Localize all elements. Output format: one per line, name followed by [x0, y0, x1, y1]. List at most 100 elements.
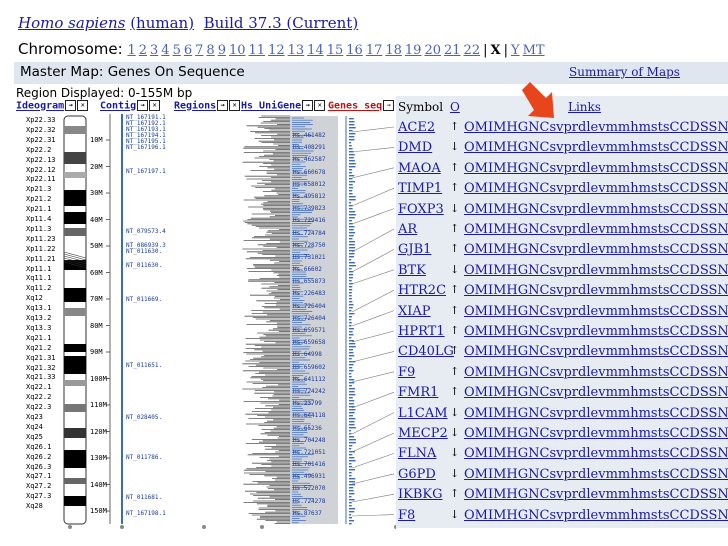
- gene-link-hm[interactable]: hm: [630, 324, 651, 339]
- track-handle[interactable]: [202, 525, 206, 529]
- contig-label[interactable]: NT_011681.: [126, 494, 163, 501]
- track-genes-seq-header[interactable]: Genes_seq →: [328, 100, 395, 112]
- contig-label[interactable]: NT_028405.: [126, 414, 163, 421]
- unigene-label[interactable]: Hs.731021: [293, 253, 326, 261]
- gene-link-pr[interactable]: pr: [563, 120, 579, 135]
- gene-link-sv[interactable]: sv: [549, 364, 564, 380]
- gene-link-hgnc[interactable]: HGNC: [506, 120, 550, 135]
- gene-link-sts[interactable]: sts: [650, 344, 670, 360]
- gene-link-dl[interactable]: dl: [578, 242, 591, 258]
- gene-symbol-link[interactable]: IKBKG: [398, 487, 443, 503]
- chromosome-link-MT[interactable]: MT: [522, 43, 545, 58]
- gene-link-sv[interactable]: sv: [549, 242, 564, 258]
- unigene-label[interactable]: Hs.461482: [293, 132, 326, 139]
- track-unigene-header[interactable]: Hs UniGene → ✕: [241, 100, 326, 112]
- unigene-label[interactable]: Hs.729416: [293, 217, 326, 225]
- gene-link-snp[interactable]: SNP: [708, 120, 728, 135]
- unigene-label[interactable]: Hs.726404: [293, 314, 326, 322]
- gene-link-dl[interactable]: dl: [578, 262, 591, 278]
- gene-link-snp[interactable]: SNP: [708, 324, 728, 339]
- chromosome-link-7[interactable]: 7: [195, 43, 204, 58]
- gene-link-hgnc[interactable]: HGNC: [506, 283, 550, 299]
- chromosome-link-18[interactable]: 18: [385, 43, 402, 58]
- gene-link-sts[interactable]: sts: [650, 364, 670, 380]
- chromosome-link-17[interactable]: 17: [365, 43, 383, 58]
- gene-link-sts[interactable]: sts: [650, 201, 670, 217]
- gene-link-omim[interactable]: OMIM: [464, 160, 507, 176]
- gene-link-ccds[interactable]: CCDS: [669, 242, 709, 258]
- unigene-label[interactable]: Hs.522070: [293, 485, 326, 493]
- chromosome-link-14[interactable]: 14: [307, 43, 324, 58]
- gene-link-hm[interactable]: hm: [630, 181, 651, 197]
- unigene-label[interactable]: Hs.728750: [293, 241, 326, 249]
- gene-link-sts[interactable]: sts: [650, 120, 670, 135]
- track-ideogram-header[interactable]: Ideogram → ✕: [16, 100, 89, 112]
- gene-link-snp[interactable]: SNP: [708, 242, 728, 258]
- gene-link-pr[interactable]: pr: [563, 507, 579, 523]
- gene-link-sv[interactable]: sv: [549, 487, 564, 503]
- gene-symbol-link[interactable]: CD40LG: [398, 344, 454, 360]
- gene-link-mm[interactable]: mm: [605, 181, 631, 197]
- gene-link-sv[interactable]: sv: [549, 426, 564, 441]
- track-regions-label[interactable]: Regions: [174, 100, 217, 112]
- gene-link-snp[interactable]: SNP: [708, 201, 728, 217]
- gene-link-ev[interactable]: ev: [590, 140, 606, 156]
- contig-label[interactable]: NT_011669.: [126, 296, 163, 303]
- unigene-label[interactable]: Hs.64998: [293, 351, 322, 359]
- gene-link-omim[interactable]: OMIM: [464, 262, 507, 278]
- gene-link-ev[interactable]: ev: [590, 364, 606, 380]
- gene-link-hgnc[interactable]: HGNC: [506, 344, 550, 360]
- gene-link-dl[interactable]: dl: [578, 140, 591, 156]
- remove-track-icon[interactable]: ✕: [314, 100, 326, 111]
- gene-link-hm[interactable]: hm: [630, 242, 651, 258]
- gene-link-sv[interactable]: sv: [549, 405, 564, 421]
- chromosome-link-8[interactable]: 8: [206, 43, 215, 58]
- gene-link-omim[interactable]: OMIM: [464, 344, 507, 360]
- gene-link-hm[interactable]: hm: [630, 262, 651, 278]
- gene-link-hgnc[interactable]: HGNC: [506, 324, 550, 339]
- gene-link-ev[interactable]: ev: [590, 507, 606, 523]
- unigene-label[interactable]: Hs.724242: [293, 387, 326, 395]
- gene-link-ccds[interactable]: CCDS: [669, 262, 709, 278]
- gene-link-omim[interactable]: OMIM: [464, 324, 507, 339]
- gene-link-sts[interactable]: sts: [650, 487, 670, 503]
- gene-link-dl[interactable]: dl: [578, 487, 591, 503]
- unigene-label[interactable]: Hs.226483: [293, 290, 326, 298]
- gene-link-sts[interactable]: sts: [650, 262, 670, 278]
- gene-link-hm[interactable]: hm: [630, 487, 651, 503]
- gene-link-snp[interactable]: SNP: [708, 181, 728, 197]
- contig-label[interactable]: NT_011786.: [126, 454, 163, 461]
- gene-link-mm[interactable]: mm: [605, 405, 631, 421]
- gene-link-sv[interactable]: sv: [549, 507, 564, 523]
- gene-link-mm[interactable]: mm: [605, 160, 631, 176]
- gene-link-sv[interactable]: sv: [549, 181, 564, 197]
- gene-link-omim[interactable]: OMIM: [464, 283, 507, 299]
- gene-link-hgnc[interactable]: HGNC: [506, 364, 550, 380]
- contig-label[interactable]: NT_011630.: [126, 248, 163, 255]
- unigene-label[interactable]: Hs.726404: [293, 302, 326, 310]
- gene-link-pr[interactable]: pr: [563, 222, 579, 237]
- gene-link-sv[interactable]: sv: [549, 446, 564, 462]
- gene-link-ccds[interactable]: CCDS: [669, 364, 709, 380]
- gene-link-ev[interactable]: ev: [590, 181, 606, 197]
- gene-link-hgnc[interactable]: HGNC: [506, 262, 550, 278]
- gene-link-snp[interactable]: SNP: [708, 507, 728, 523]
- unigene-label[interactable]: Hs.659602: [293, 363, 326, 371]
- unigene-label[interactable]: Hs.724784: [293, 229, 326, 237]
- gene-link-ev[interactable]: ev: [590, 324, 606, 339]
- gene-link-ccds[interactable]: CCDS: [669, 303, 709, 319]
- gene-link-hm[interactable]: hm: [630, 283, 651, 299]
- gene-link-ev[interactable]: ev: [590, 120, 606, 135]
- gene-link-sv[interactable]: sv: [549, 201, 564, 217]
- gene-link-hgnc[interactable]: HGNC: [506, 405, 550, 421]
- gene-link-pr[interactable]: pr: [563, 140, 579, 156]
- gene-link-sv[interactable]: sv: [549, 120, 564, 135]
- gene-symbol-link[interactable]: HTR2C: [398, 283, 447, 299]
- gene-link-omim[interactable]: OMIM: [464, 446, 507, 462]
- gene-link-ev[interactable]: ev: [590, 242, 606, 258]
- gene-link-ev[interactable]: ev: [590, 426, 606, 441]
- gene-link-hgnc[interactable]: HGNC: [506, 242, 550, 258]
- remove-track-icon[interactable]: ✕: [149, 100, 161, 111]
- gene-link-sv[interactable]: sv: [549, 262, 564, 278]
- gene-symbol-link[interactable]: G6PD: [398, 466, 436, 482]
